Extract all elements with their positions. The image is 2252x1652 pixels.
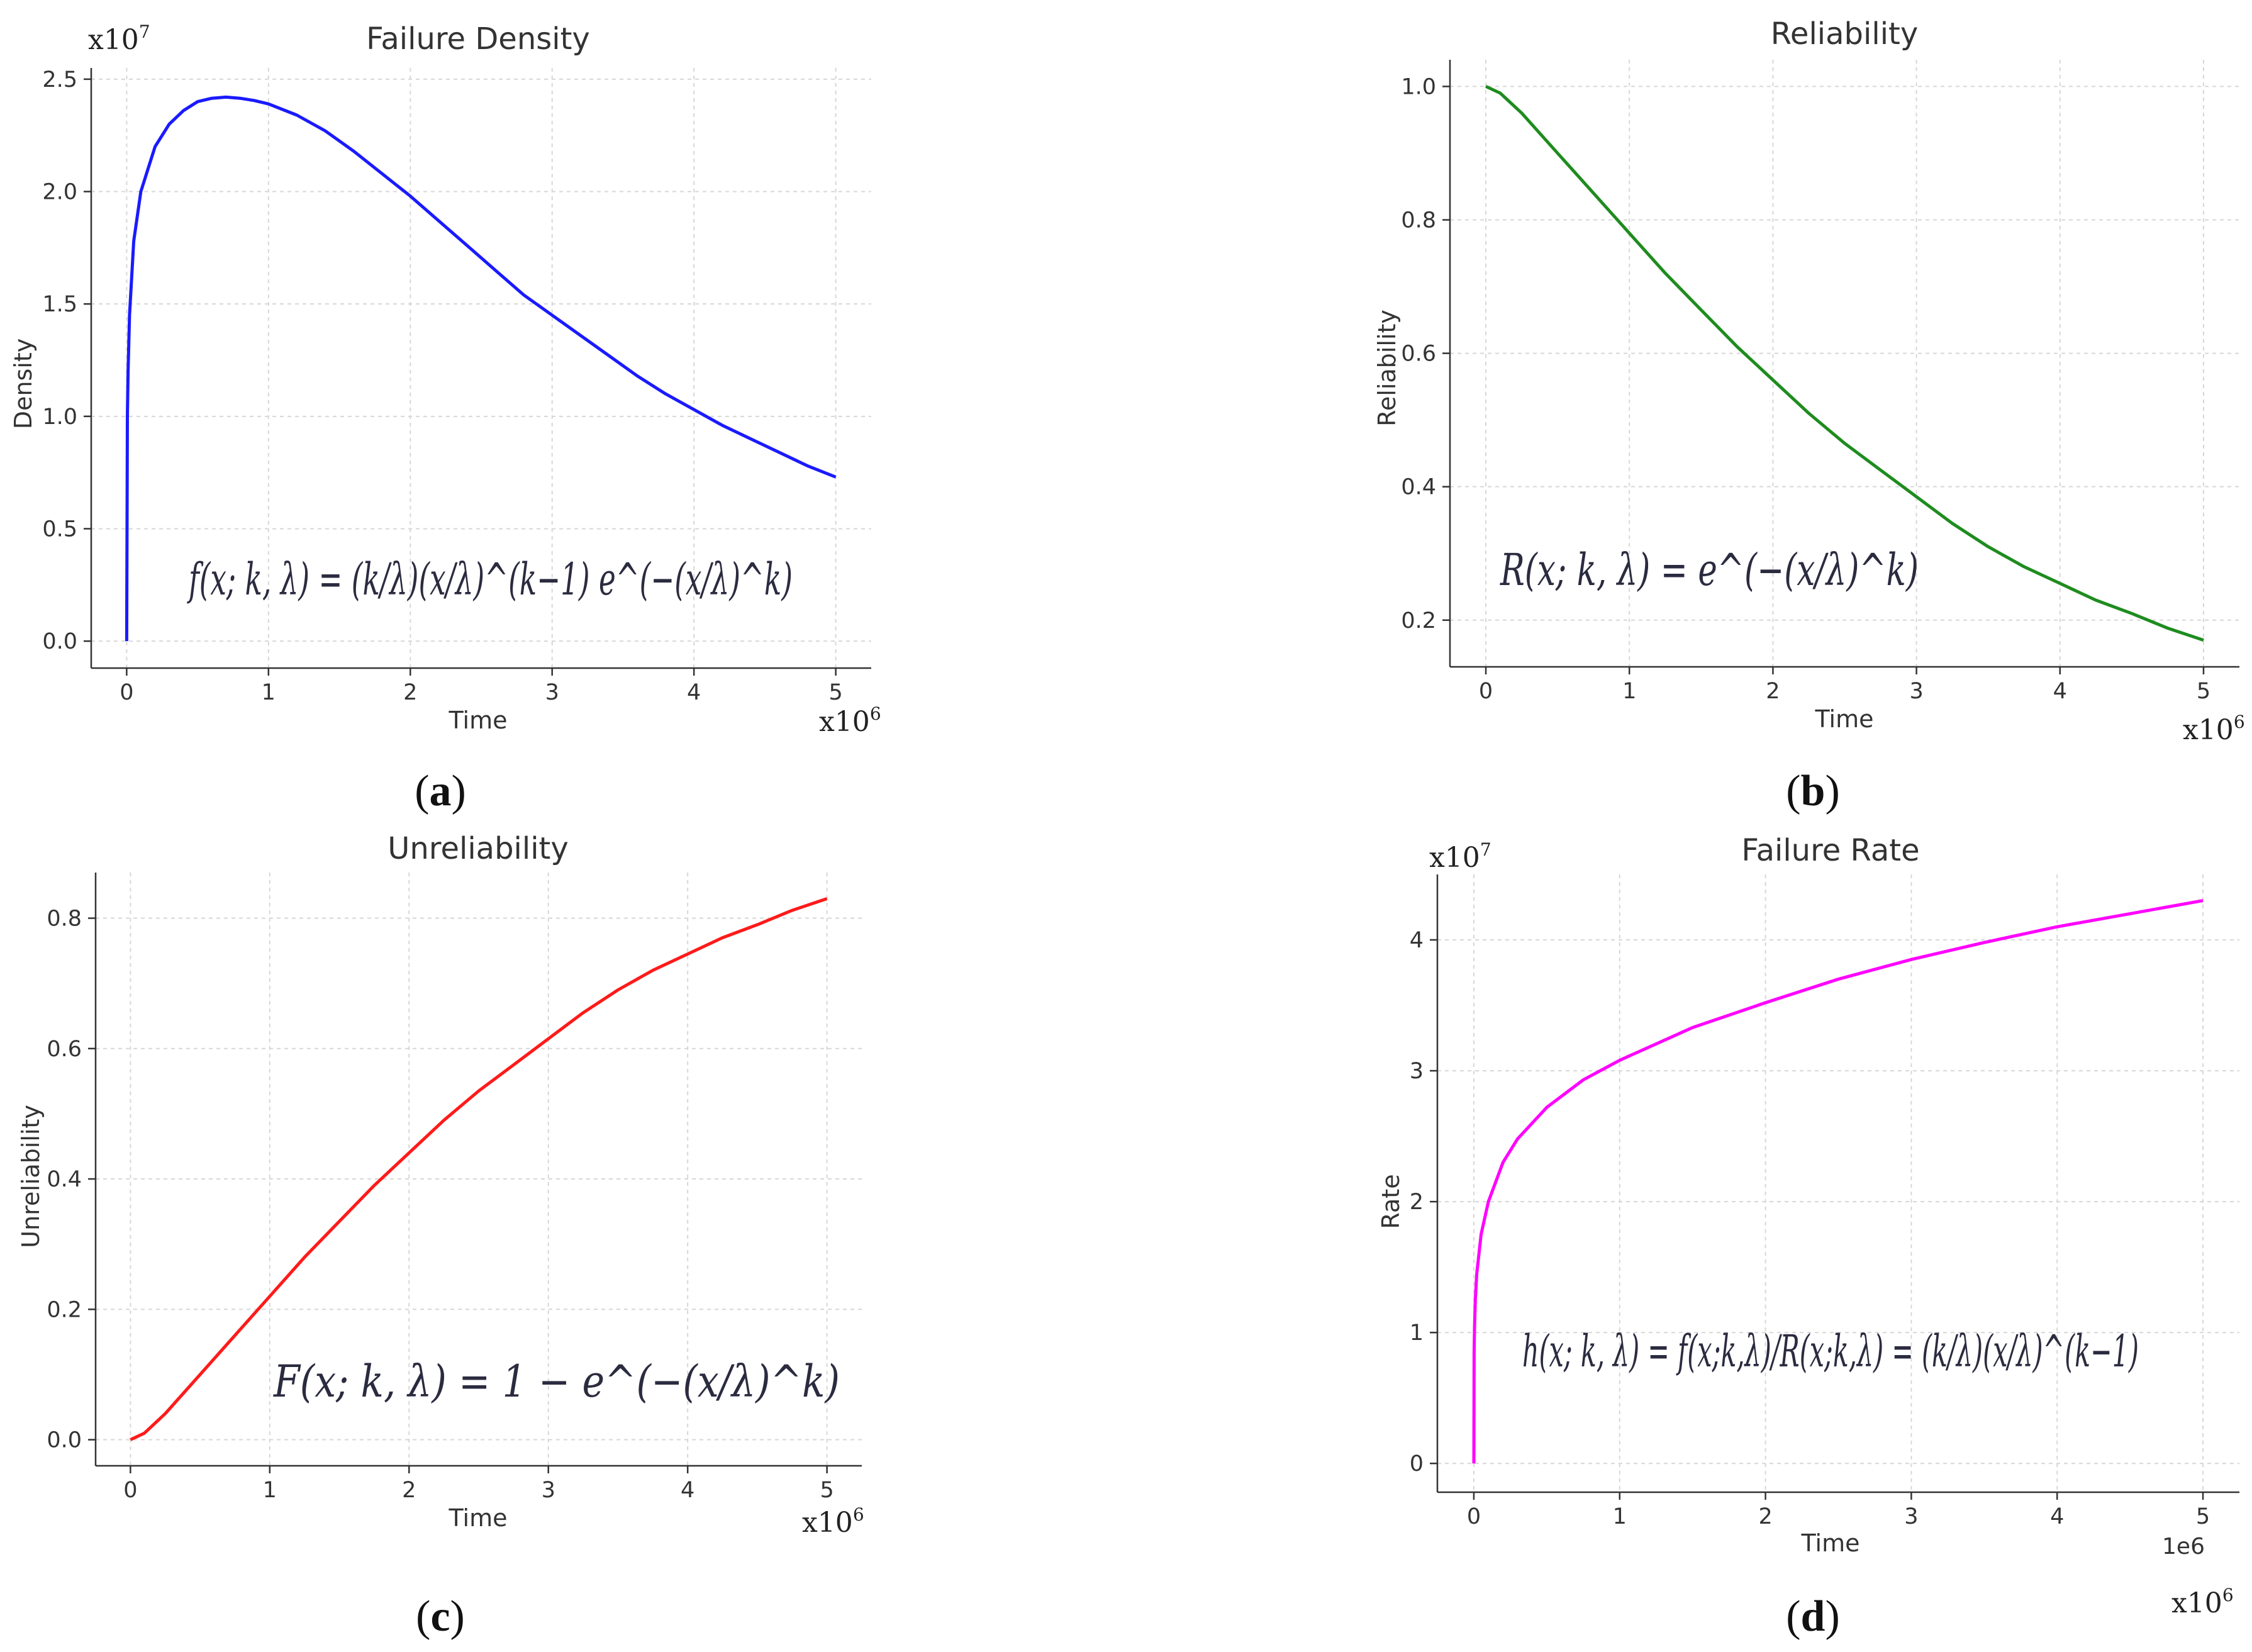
chart-b-xtick-label: 4: [2053, 679, 2067, 704]
chart-d-ytick-label: 4: [1410, 928, 1424, 953]
chart-d-xtick-label: 3: [1904, 1504, 1918, 1529]
chart-b-ytick-label: 0.6: [1401, 342, 1436, 367]
chart-c-xtick-label: 0: [123, 1478, 137, 1503]
chart-c-xtick-label: 4: [681, 1478, 694, 1503]
chart-b-formula: R(x; k, λ) = e^(−(x/λ)^k): [1500, 544, 1919, 596]
chart-d-ytick-label: 2: [1410, 1190, 1424, 1215]
chart-c-ytick-label: 0.6: [47, 1037, 82, 1062]
chart-b-ytick-label: 0.2: [1401, 608, 1436, 633]
chart-a-x-multiplier: x106: [819, 703, 881, 738]
chart-a-ytick-label: 0.0: [42, 629, 77, 654]
panel-d-failure-rate: 0 1 2 3 4 5 0 1 2 3 4 Failure Rate Rate Time 1e6 x…: [1377, 833, 2239, 1641]
failure-rate-curve: [1472, 899, 2204, 1464]
chart-c-ylabel: Unreliability: [17, 1105, 45, 1248]
chart-c-xtick-label: 5: [820, 1478, 833, 1503]
chart-d-x-offset: 1e6: [2162, 1534, 2205, 1560]
chart-c-title: Unreliability: [387, 831, 569, 866]
chart-b-xtick-label: 5: [2197, 679, 2210, 704]
panel-a-failure-density: 0 1 2 3 4 5 0.0 0.5 1.0 1.5 2.0 2.5 Failure Density…: [9, 21, 881, 815]
chart-a-xlabel: Time: [449, 706, 508, 734]
chart-d-xtick-label: 4: [2050, 1504, 2064, 1529]
chart-b-xlabel: Time: [1815, 705, 1874, 733]
chart-a-y-multiplier: x107: [88, 21, 150, 56]
chart-c-xtick-label: 2: [402, 1478, 416, 1503]
chart-a-xtick-label: 1: [262, 680, 276, 705]
chart-c-xtick-label: 1: [263, 1478, 277, 1503]
chart-a-formula: f(x; k, λ) = (k/λ)(x/λ)^(k−1) e^(−(x/λ)^…: [187, 554, 793, 605]
chart-d-xtick-label: 5: [2196, 1504, 2210, 1529]
chart-a-title: Failure Density: [366, 21, 590, 57]
chart-a-xtick-label: 2: [403, 680, 417, 705]
chart-a-xtick-label: 3: [545, 680, 559, 705]
chart-a-ytick-label: 1.5: [42, 292, 77, 317]
chart-c-xlabel: Time: [449, 1504, 508, 1532]
chart-b-ytick-label: 1.0: [1401, 74, 1436, 99]
unreliability-curve: [130, 897, 828, 1441]
chart-c-ytick-label: 0.4: [47, 1167, 82, 1192]
chart-d-ylabel: Rate: [1377, 1174, 1405, 1229]
chart-c-ytick-label: 0.8: [47, 907, 82, 932]
chart-b-xtick-label: 3: [1909, 679, 1923, 704]
chart-a-ytick-label: 2.0: [42, 180, 77, 205]
chart-d-ytick-label: 1: [1410, 1320, 1424, 1346]
chart-c-xtick-label: 3: [542, 1478, 555, 1503]
chart-a-xtick-label: 5: [828, 680, 842, 705]
chart-c-ytick-label: 0.0: [47, 1428, 82, 1453]
chart-a-xtick-label: 4: [687, 680, 701, 705]
chart-d-xlabel: Time: [1801, 1529, 1860, 1557]
chart-b-xtick-label: 0: [1479, 679, 1493, 704]
chart-d-xtick-label: 2: [1758, 1504, 1772, 1529]
panel-d-label: (d): [1786, 1592, 1840, 1641]
chart-d-xtick-label: 1: [1613, 1504, 1627, 1529]
chart-b-x-multiplier: x106: [2183, 712, 2245, 746]
chart-c-ytick-label: 0.2: [47, 1297, 82, 1322]
chart-a-ylabel: Density: [9, 338, 37, 429]
chart-b-title: Reliability: [1771, 16, 1919, 52]
chart-a-ytick-label: 1.0: [42, 405, 77, 430]
chart-d-ytick-label: 0: [1410, 1451, 1424, 1476]
chart-d-y-multiplier: x107: [1429, 839, 1491, 874]
panel-a-label: (a): [415, 767, 466, 815]
chart-d-x-multiplier: x106: [2171, 1585, 2234, 1619]
chart-d-title: Failure Rate: [1741, 833, 1919, 868]
chart-b-xtick-label: 2: [1766, 679, 1780, 704]
panel-b-label: (b): [1786, 767, 1840, 815]
panel-b-reliability: 0 1 2 3 4 5 0.2 0.4 0.6 0.8 1.0 Reliability Time R…: [1373, 16, 2245, 815]
reliability-curve: [1485, 85, 2204, 642]
chart-d-formula: h(x; k, λ) = f(x;k,λ)/R(x;k,λ) = (k/λ)(x…: [1522, 1326, 2139, 1377]
chart-b-ytick-label: 0.4: [1401, 475, 1436, 500]
chart-b-ylabel: Reliability: [1373, 310, 1401, 427]
panel-c-unreliability: 0 1 2 3 4 5 0.0 0.2 0.4 0.6 0.8 Unreliability Unre…: [17, 831, 864, 1641]
chart-d-xtick-label: 0: [1467, 1504, 1481, 1529]
chart-a-xtick-label: 0: [120, 680, 133, 705]
failure-density-curve: [125, 95, 837, 642]
chart-a-ytick-label: 2.5: [42, 67, 77, 92]
chart-c-x-multiplier: x106: [802, 1504, 864, 1539]
chart-b-ytick-label: 0.8: [1401, 208, 1436, 233]
chart-c-formula: F(x; k, λ) = 1 − e^(−(x/λ)^k): [272, 1356, 840, 1407]
chart-a-ytick-label: 0.5: [42, 516, 77, 542]
chart-b-xtick-label: 1: [1622, 679, 1636, 704]
chart-d-ytick-label: 3: [1410, 1059, 1424, 1084]
panel-c-label: (c): [416, 1592, 465, 1641]
